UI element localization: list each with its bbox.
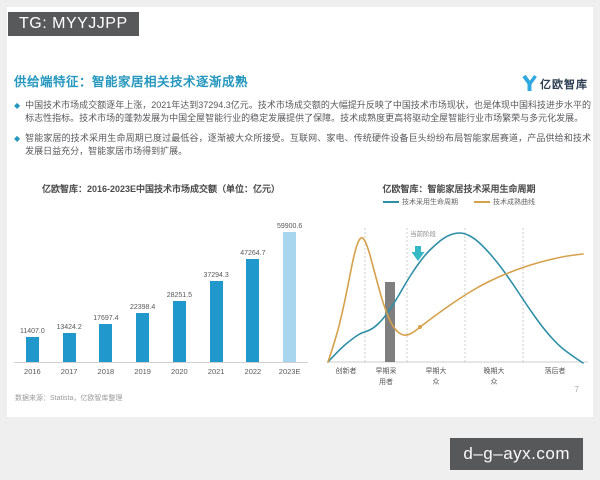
bar-chart: 亿欧智库：2016-2023E中国技术市场成交额（单位：亿元） 11407.0 1… xyxy=(14,182,308,376)
bar xyxy=(62,332,76,362)
summary-bullets: ◆ 中国技术市场成交额逐年上涨，2021年达到37294.3亿元。技术市场成交额… xyxy=(14,99,591,158)
bar-column: 13424.2 xyxy=(51,324,88,362)
legend-swatch xyxy=(474,201,490,203)
bar-year-label: 2018 xyxy=(97,367,115,376)
bar xyxy=(283,232,297,362)
legend-item: 技术采用生命周期 xyxy=(383,197,458,207)
stage-label: 创新者 xyxy=(335,368,357,375)
bar xyxy=(209,281,223,362)
stage-label: 落后者 xyxy=(544,368,566,375)
bar-column: 59900.6 xyxy=(271,223,308,362)
bullet-text: 智能家居的技术采用生命周期已度过最低谷，逐渐被大众所接受。互联网、家电、传统硬件… xyxy=(25,133,591,156)
tg-watermark-badge: TG: MYYJJPP xyxy=(8,12,139,36)
stage-label: 早期采 用者 xyxy=(375,368,397,387)
legend-label: 技术采用生命周期 xyxy=(402,199,458,206)
bar-year-label: 2021 xyxy=(207,367,225,376)
chart-legend: 技术采用生命周期 技术成熟曲线 xyxy=(325,196,593,208)
diamond-bullet-icon: ◆ xyxy=(14,134,21,143)
bar-chart-plot: 11407.0 13424.2 17697.4 22398.4 28251.5 37294… xyxy=(14,200,308,363)
bar-value-label: 17697.4 xyxy=(93,314,119,322)
legend-swatch xyxy=(383,201,399,203)
bar-column: 47264.7 xyxy=(235,250,272,362)
bar-column: 17697.4 xyxy=(88,315,125,362)
bar-year-label: 2023E xyxy=(278,367,301,376)
bar-year-label: 2017 xyxy=(60,367,78,376)
bullet-item: ◆ 中国技术市场成交额逐年上涨，2021年达到37294.3亿元。技术市场成交额… xyxy=(14,99,591,125)
bar-year-label: 2016 xyxy=(24,367,41,376)
lifecycle-chart-title: 亿欧智库：智能家居技术采用生命周期 xyxy=(382,184,536,194)
stage-labels: 创新者 早期采 用者 早期大 众 晚期大 众 落后者 xyxy=(325,364,593,392)
bar-column: 22398.4 xyxy=(124,304,161,362)
bar-value-label: 11407.0 xyxy=(19,328,45,336)
bar xyxy=(136,313,150,362)
lifecycle-chart: 亿欧智库：智能家居技术采用生命周期 技术采用生命周期 技术成熟曲线 当前阶段 创新… xyxy=(325,182,593,392)
bar-year-label: 2019 xyxy=(134,367,151,376)
bar xyxy=(172,300,186,362)
diamond-bullet-icon: ◆ xyxy=(14,101,21,110)
bar-value-label: 47264.7 xyxy=(240,250,266,258)
legend-label: 技术成熟曲线 xyxy=(493,199,535,206)
bar-value-label: 13424.2 xyxy=(56,323,82,331)
bar-column: 11407.0 xyxy=(14,328,51,362)
stage-label: 早期大 众 xyxy=(425,368,447,387)
bar-value-label: 59900.6 xyxy=(276,223,303,230)
site-watermark-badge: d–g–ayx.com xyxy=(450,438,583,470)
bullet-item: ◆ 智能家居的技术采用生命周期已度过最低谷，逐渐被大众所接受。互联网、家电、传统… xyxy=(14,132,591,158)
bar-column: 28251.5 xyxy=(161,292,198,362)
bar-value-label: 22398.4 xyxy=(129,304,156,312)
bar-chart-title: 亿欧智库：2016-2023E中国技术市场成交额（单位：亿元） xyxy=(41,184,281,194)
data-source: 数据来源：Statista，亿欧智库整理 xyxy=(15,395,123,402)
bar-chart-years: 2016 2017 2018 2019 2020 2021 2022 2023E xyxy=(14,363,308,376)
bar xyxy=(246,259,260,362)
legend-item: 技术成熟曲线 xyxy=(474,197,535,207)
page-title: 供给端特征：智能家居相关技术逐渐成熟 xyxy=(14,75,249,89)
logo-text: 亿欧智库 xyxy=(540,78,588,91)
svg-text:当前阶段: 当前阶段 xyxy=(410,229,437,238)
brand-logo: 亿欧智库 xyxy=(522,75,588,92)
bar xyxy=(25,337,39,362)
bar-value-label: 37294.3 xyxy=(203,272,229,280)
bullet-text: 中国技术市场成交额逐年上涨，2021年达到37294.3亿元。技术市场成交额的大… xyxy=(25,100,591,123)
stage-label: 晚期大 众 xyxy=(483,368,505,387)
bar-year-label: 2022 xyxy=(244,367,262,376)
page-number: 7 xyxy=(574,385,579,394)
bar xyxy=(99,323,113,362)
bar-year-label: 2020 xyxy=(171,367,188,376)
report-slide: 供给端特征：智能家居相关技术逐渐成熟 亿欧智库 ◆ 中国技术市场成交额逐年上涨，… xyxy=(7,7,593,417)
logo-y-icon xyxy=(522,75,537,91)
bar-column: 37294.3 xyxy=(198,272,235,362)
bar-value-label: 28251.5 xyxy=(166,291,193,299)
lifecycle-curves: 当前阶段 xyxy=(327,228,588,364)
